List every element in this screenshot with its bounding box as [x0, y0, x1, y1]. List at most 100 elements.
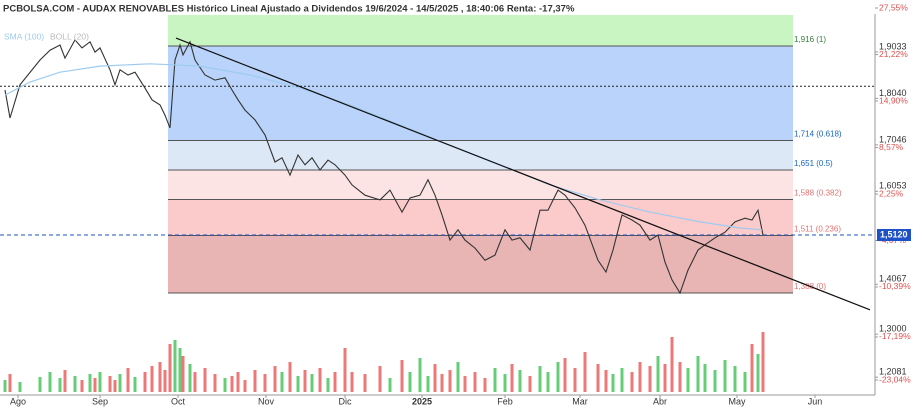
- volume-bar: [18, 382, 22, 392]
- volume-bar: [388, 378, 392, 392]
- volume-bar: [38, 377, 42, 392]
- volume-bar: [126, 368, 130, 392]
- volume-bar: [310, 374, 314, 392]
- y-tick-label: 1,6053: [879, 181, 907, 191]
- volume-bar: [230, 376, 234, 392]
- x-tick-label: Sep: [92, 396, 108, 406]
- volume-bar: [713, 370, 717, 392]
- volume-bar: [280, 372, 284, 392]
- volume-bar: [473, 372, 477, 392]
- volume-bar: [173, 340, 177, 392]
- volume-bar: [108, 376, 112, 392]
- volume-bar: [378, 366, 382, 392]
- y2-tick-label: 8,57%: [879, 142, 904, 152]
- volume-bar: [163, 370, 167, 392]
- volume-bar: [193, 372, 197, 392]
- fib-label: 1,511 (0.236): [794, 225, 841, 234]
- volume-bar: [611, 374, 615, 392]
- y2-tick-label: -10,39%: [879, 281, 911, 291]
- volume-bar: [80, 380, 84, 392]
- volume-bar: [733, 366, 737, 392]
- fib-zone: [168, 140, 793, 170]
- x-tick-label: May: [728, 396, 746, 406]
- volume-bar: [98, 372, 102, 392]
- volume-bar: [493, 368, 497, 392]
- last-price-box: [877, 228, 911, 241]
- volume-bar: [178, 348, 182, 392]
- x-tick-label: Ago: [10, 396, 26, 406]
- fib-zone: [168, 45, 793, 141]
- volume-bar: [113, 380, 117, 392]
- volume-bar: [333, 372, 337, 392]
- volume-bar: [363, 374, 367, 392]
- volume-bar: [223, 378, 227, 392]
- volume-bar: [723, 360, 727, 392]
- volume-bar: [670, 337, 674, 392]
- volume-bar: [750, 344, 754, 392]
- y-tick-label: 1,4067: [879, 274, 907, 284]
- volume-bar: [8, 374, 12, 392]
- volume-bar: [463, 376, 467, 392]
- volume-bar: [456, 362, 460, 392]
- y2-tick-label: 27,55%: [879, 2, 908, 12]
- y2-tick-label: 21,22%: [879, 49, 908, 59]
- volume-bar: [118, 374, 122, 392]
- y-tick-label: 1,2081: [879, 367, 907, 377]
- volume-bar: [528, 376, 532, 392]
- sma-line: [4, 63, 763, 231]
- legend-entry: SMA (100): [4, 31, 44, 41]
- volume-bar: [743, 372, 747, 392]
- x-tick-label: Dic: [339, 396, 352, 406]
- plot: [0, 37, 875, 392]
- volume-bar: [158, 362, 162, 392]
- volume-bar: [648, 366, 652, 392]
- volume-bar: [303, 370, 307, 392]
- y-tick-label: 1,7046: [879, 134, 907, 144]
- volume-bar: [483, 378, 487, 392]
- volume-bar: [686, 368, 690, 392]
- volume-bar: [596, 364, 600, 392]
- volume-bar: [253, 370, 257, 392]
- volume-bar: [263, 374, 267, 392]
- volume-bar: [518, 370, 522, 392]
- volume-bar: [133, 377, 137, 392]
- volume-bar: [343, 348, 347, 392]
- volume-bar: [288, 362, 292, 392]
- volume-bar: [48, 372, 52, 392]
- volume-bar: [761, 332, 765, 392]
- fib-label: 1,651 (0.5): [794, 159, 833, 168]
- volume-bar: [273, 366, 277, 392]
- x-tick-label: Jun: [808, 396, 823, 406]
- volume-bar: [448, 370, 452, 392]
- volume-bar: [563, 358, 567, 392]
- volume-bar: [400, 360, 404, 392]
- fib-zone: [168, 235, 793, 294]
- volume-bar: [408, 372, 412, 392]
- y2-tick-label: 2,25%: [879, 188, 904, 198]
- volume-bar: [3, 380, 7, 392]
- trend-line: [175, 37, 871, 311]
- last-price-label: 1,5120: [880, 229, 908, 239]
- volume-bar: [168, 344, 172, 392]
- volume-bar: [58, 378, 62, 392]
- fib-zone: [168, 169, 793, 200]
- volume-bar: [656, 356, 660, 392]
- x-tick-label: Feb: [497, 396, 513, 406]
- volume-bar: [143, 372, 147, 392]
- legend-entry: BOLL (20): [50, 31, 89, 41]
- fib-zones: 1,916 (1) 1,714 (0.618) 1,651 (0.5) 1,588 (…: [168, 15, 842, 294]
- volume-bar: [63, 370, 67, 392]
- volume-bar: [213, 374, 217, 392]
- x-tick-label: 2025: [412, 396, 432, 406]
- y-tick-label: 1,8040: [879, 88, 907, 98]
- y-tick-label: 1,3000: [879, 324, 907, 334]
- volume-bar: [546, 372, 550, 392]
- x-tick-label: Abr: [653, 396, 667, 406]
- volume-bar: [538, 366, 542, 392]
- volume-bar: [236, 372, 240, 392]
- volume-bar: [573, 368, 577, 392]
- volume-bar: [583, 352, 587, 392]
- volume-bar: [326, 378, 330, 392]
- volume-bar: [318, 368, 322, 392]
